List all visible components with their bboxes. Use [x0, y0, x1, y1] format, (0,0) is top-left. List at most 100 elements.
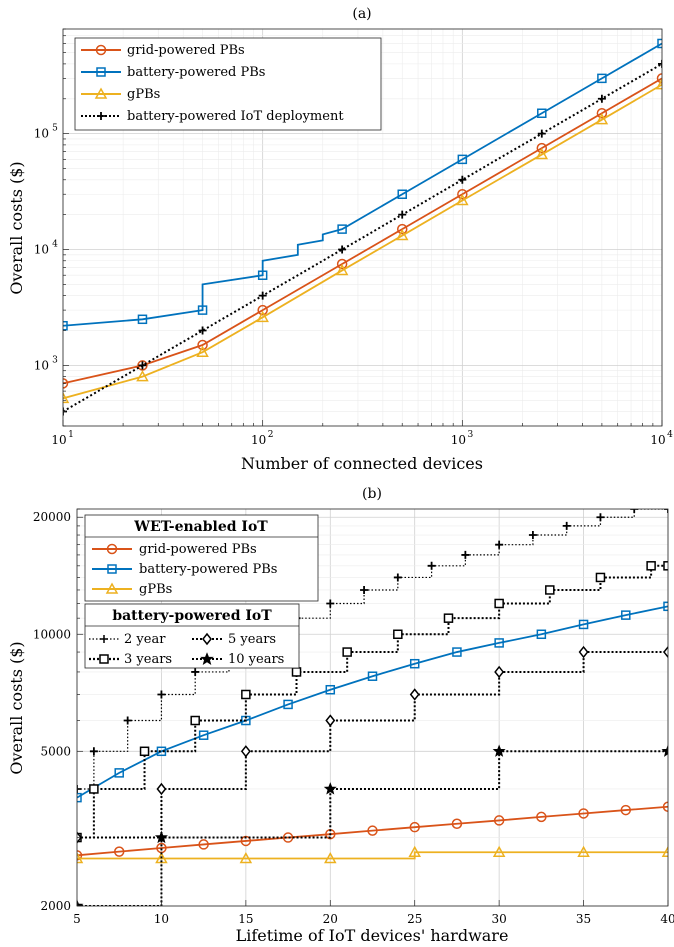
data-point — [393, 573, 402, 582]
data-point — [646, 561, 656, 571]
legend-b-label-battery: battery-powered PBs — [139, 562, 277, 577]
data-point — [494, 665, 505, 679]
data-point — [595, 113, 609, 125]
series-line — [77, 651, 668, 839]
data-point — [492, 845, 506, 857]
data-point — [136, 370, 149, 382]
data-point — [123, 716, 132, 725]
series-line — [63, 83, 662, 400]
data-point — [196, 345, 209, 357]
ytick-label-b: 5000 — [40, 744, 71, 758]
xtick-label-b: 10 — [154, 912, 169, 926]
data-point — [597, 73, 607, 84]
series-line — [63, 42, 662, 327]
data-point — [596, 513, 605, 522]
data-point — [63, 320, 68, 331]
data-point — [578, 645, 589, 659]
data-point — [335, 263, 349, 276]
legend-a-entry-battery: battery-powered PBs — [81, 65, 265, 80]
data-point — [197, 339, 208, 351]
xtick-label-a: 10 — [451, 433, 466, 447]
data-point — [155, 851, 168, 864]
legend-a-entry-gpb: gPBs — [81, 87, 160, 102]
data-point — [409, 688, 420, 701]
data-point — [663, 601, 668, 612]
data-point — [77, 792, 82, 803]
data-point — [536, 629, 547, 640]
panel-a-xlabel: Number of connected devices — [241, 454, 483, 473]
data-point — [360, 585, 369, 594]
data-point — [596, 107, 608, 119]
data-point — [597, 94, 606, 103]
ytick-exp-a: 3 — [52, 355, 58, 365]
legend-b-iot-box — [84, 603, 300, 669]
legend-b-entry-5y: 5 years — [192, 632, 276, 647]
legend-a-box — [74, 37, 382, 131]
data-point — [495, 540, 504, 549]
series-line — [77, 851, 668, 860]
data-point — [457, 188, 468, 200]
data-point — [545, 585, 555, 595]
data-point — [89, 747, 98, 756]
data-point — [241, 689, 251, 700]
legend-a-entry-iot: battery-powered IoT deployment — [81, 109, 344, 124]
legend-b-entry-grid: grid-powered PBs — [92, 542, 257, 557]
legend-b-label-gpb: gPBs — [139, 582, 172, 597]
series-b-battery-powered-pbs — [77, 601, 668, 803]
axes-box-b — [76, 508, 669, 907]
legend-a-label-grid: grid-powered PBs — [127, 43, 245, 58]
legend-b-label-grid: grid-powered PBs — [139, 542, 257, 557]
data-point — [427, 561, 436, 570]
legend-a-label-gpb: gPBs — [127, 87, 160, 102]
data-point — [77, 851, 84, 864]
data-point — [337, 224, 347, 234]
data-point — [191, 667, 200, 676]
panel-b: 5 10 15 20 25 30 35 40 2000 5000 10000 20000 (b) Li… — [7, 486, 674, 945]
legend-a-label-iot: battery-powered IoT deployment — [127, 109, 344, 124]
data-point — [197, 305, 208, 315]
legend-a: grid-powered PBs battery-powered PBs gPB… — [74, 37, 382, 131]
data-point — [655, 78, 662, 90]
series-a-battery-powered-pbs — [63, 38, 662, 331]
xtick-exp-a: 4 — [667, 430, 673, 440]
xtick-label-a: 10 — [650, 433, 665, 447]
xtick-label-b: 40 — [660, 912, 674, 926]
data-point — [409, 658, 420, 669]
data-point — [578, 808, 589, 819]
data-point — [408, 845, 421, 857]
data-point — [326, 599, 335, 608]
data-point — [367, 671, 378, 681]
legend-b-wet: WET-enabled IoT grid-powered PBs battery… — [84, 514, 319, 602]
panel-a-ylabel: Overall costs ($) — [7, 161, 26, 294]
data-point — [595, 572, 606, 583]
ticks-b: 5 10 15 20 25 30 35 40 2000 5000 10000 20000 — [33, 508, 674, 926]
legend-a-label-battery: battery-powered PBs — [127, 65, 265, 80]
data-point — [661, 845, 668, 857]
data-point — [63, 378, 69, 389]
xtick-label-b: 15 — [238, 912, 253, 926]
xtick-label-b: 5 — [73, 912, 81, 926]
data-point — [257, 304, 268, 316]
xtick-exp-a: 3 — [467, 430, 473, 440]
data-point — [657, 38, 662, 49]
data-point — [577, 845, 590, 857]
data-point — [396, 223, 408, 235]
data-point — [536, 811, 547, 823]
data-point — [367, 825, 378, 836]
ytick-label-a: 10 — [34, 243, 49, 257]
data-point — [154, 830, 168, 844]
data-point — [494, 638, 504, 648]
data-point — [63, 391, 70, 404]
series-line — [77, 564, 668, 839]
data-point — [458, 175, 467, 184]
legend-b-entry-battery: battery-powered PBs — [92, 562, 277, 577]
data-point — [620, 804, 632, 816]
data-point — [397, 189, 407, 199]
data-point — [528, 531, 537, 540]
ytick-exp-a: 5 — [52, 124, 58, 134]
data-point — [283, 699, 293, 710]
data-point — [342, 647, 352, 657]
ytick-label-a: 10 — [34, 358, 49, 372]
data-point — [398, 210, 407, 219]
